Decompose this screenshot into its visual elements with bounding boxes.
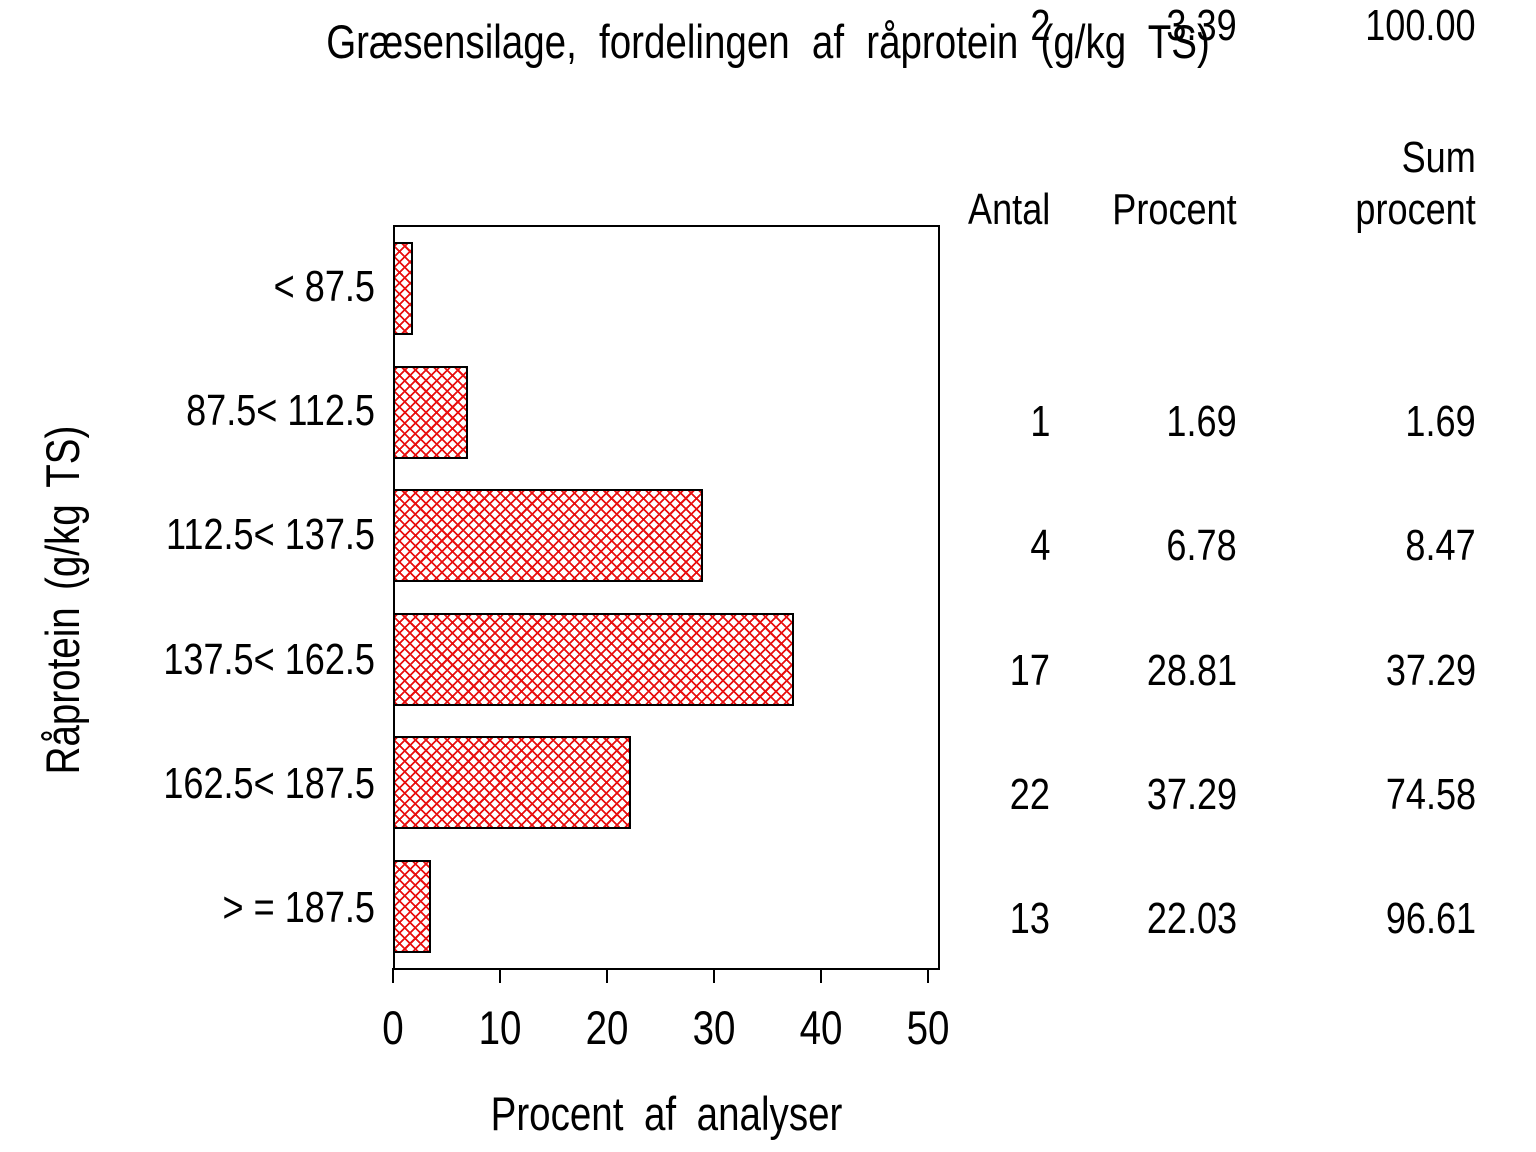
table-cell-procent: 1.69 bbox=[1166, 397, 1237, 446]
bar-row bbox=[395, 227, 938, 351]
bar-lt-87.5 bbox=[395, 242, 413, 336]
bar-row bbox=[395, 474, 938, 598]
bar-112.5-137.5 bbox=[395, 489, 703, 583]
category-label: 112.5< 137.5 bbox=[166, 510, 375, 560]
table-cell-sum-procent: 1.69 bbox=[1405, 397, 1476, 446]
table-cell-sum-procent: 8.47 bbox=[1405, 521, 1476, 570]
table-cell-procent: 22.03 bbox=[1146, 894, 1237, 943]
x-tick-label: 30 bbox=[692, 1001, 736, 1054]
table-cell-antal: 22 bbox=[1009, 770, 1050, 819]
x-axis-label: Procent af analyser bbox=[490, 1087, 843, 1140]
table-cell-sum-procent: 37.29 bbox=[1385, 646, 1476, 695]
x-axis-ticks bbox=[392, 968, 940, 983]
table-cell-sum-procent: 100.00 bbox=[1365, 1, 1476, 50]
bar-137.5-162.5 bbox=[395, 612, 794, 706]
chart-title: Græsensilage, fordelingen af råprotein (… bbox=[326, 15, 1210, 68]
x-axis-tick bbox=[392, 968, 394, 983]
category-label: > = 187.5 bbox=[222, 882, 375, 932]
x-axis-tick bbox=[713, 968, 715, 983]
bar-row bbox=[395, 598, 938, 722]
bar-row bbox=[395, 845, 938, 969]
table-cell-antal: 1 bbox=[1029, 397, 1050, 446]
x-axis-tick bbox=[606, 968, 608, 983]
x-tick-label: 20 bbox=[585, 1001, 629, 1054]
table-cell-procent: 37.29 bbox=[1146, 770, 1237, 819]
x-tick-label: 0 bbox=[382, 1001, 404, 1054]
y-axis-category-labels: < 87.5 87.5< 112.5 112.5< 137.5 137.5< 1… bbox=[0, 225, 375, 970]
table-header-antal: Antal bbox=[967, 185, 1050, 234]
x-axis-tick bbox=[927, 968, 929, 983]
x-tick-label: 10 bbox=[478, 1001, 522, 1054]
bar-87.5-112.5 bbox=[395, 365, 468, 459]
table-cell-antal: 2 bbox=[1029, 1, 1050, 50]
plot-area bbox=[393, 225, 940, 970]
table-cell-antal: 4 bbox=[1029, 521, 1050, 570]
table-cell-sum-procent: 74.58 bbox=[1385, 770, 1476, 819]
category-label: 87.5< 112.5 bbox=[186, 386, 375, 436]
table-cell-antal: 13 bbox=[1009, 894, 1050, 943]
x-tick-label: 50 bbox=[906, 1001, 950, 1054]
bar-162.5-187.5 bbox=[395, 736, 631, 830]
category-label: 137.5< 162.5 bbox=[163, 634, 375, 684]
bar-row bbox=[395, 721, 938, 845]
bar-gte-187.5 bbox=[395, 859, 431, 953]
table-cell-procent: 3.39 bbox=[1166, 1, 1237, 50]
table-header-sum-procent: Sum procent bbox=[1356, 132, 1476, 236]
table-header-procent: Procent bbox=[1112, 185, 1237, 234]
x-axis-tick bbox=[820, 968, 822, 983]
table-header-sum-line2: procent bbox=[1355, 185, 1476, 234]
table-cell-procent: 28.81 bbox=[1146, 646, 1237, 695]
category-label: 162.5< 187.5 bbox=[163, 758, 375, 808]
table-header-sum-line1: Sum bbox=[1401, 133, 1476, 182]
category-label: < 87.5 bbox=[273, 262, 375, 312]
table-cell-antal: 17 bbox=[1009, 646, 1050, 695]
x-axis-tick bbox=[499, 968, 501, 983]
bar-row bbox=[395, 351, 938, 475]
table-cell-procent: 6.78 bbox=[1166, 521, 1237, 570]
x-tick-label: 40 bbox=[799, 1001, 843, 1054]
table-cell-sum-procent: 96.61 bbox=[1385, 894, 1476, 943]
